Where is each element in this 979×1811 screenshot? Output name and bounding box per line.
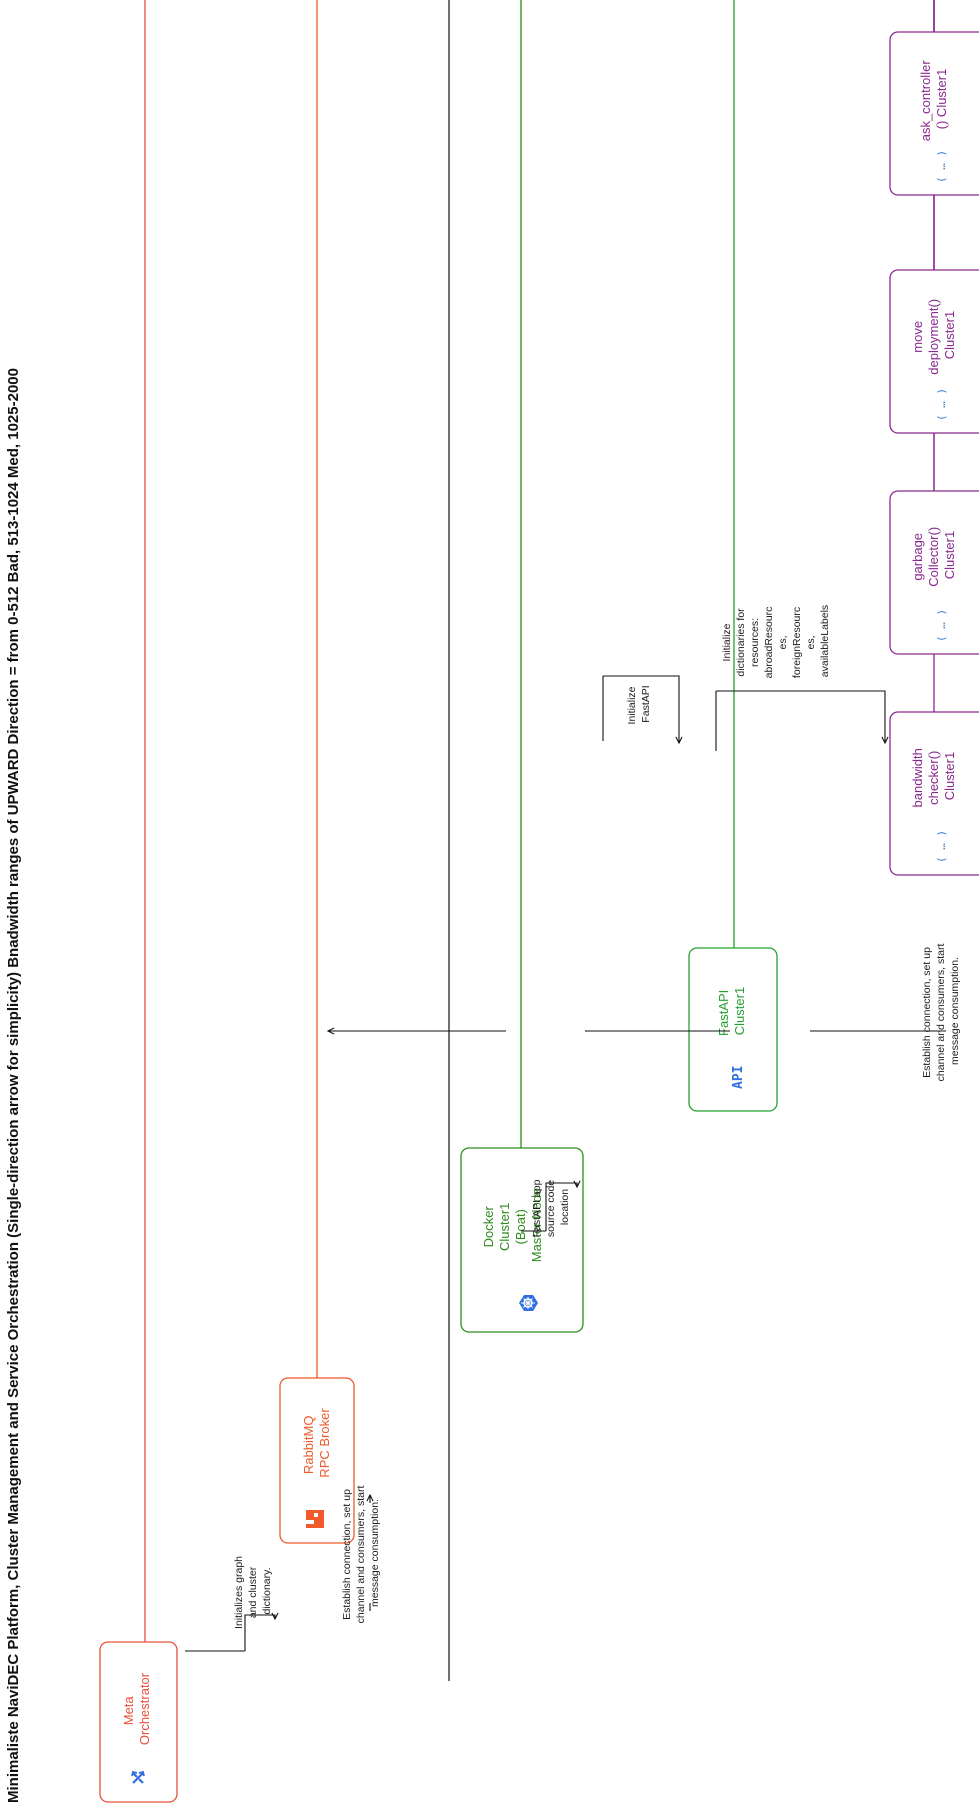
svg-text:FastAPI Cluster1: FastAPI Cluster1 [716, 986, 747, 1036]
note-line: location [559, 1189, 571, 1225]
svg-text:Establish connection, set up: Establish connection, set up channel and… [341, 1483, 381, 1624]
rabbitmq-icon [306, 1510, 324, 1528]
note-line: Establish connection, set up [921, 947, 933, 1078]
note-line: channel and consumers, start [935, 944, 947, 1082]
self-message-fastapi-source: FastAPI app source code location [521, 1177, 577, 1238]
participant-label-line: Meta [121, 1696, 136, 1726]
participant-label-line: Master Node [529, 1188, 544, 1262]
participant-garbage-collector: ( … ) garbage Collector() Cluster1 [889, 490, 979, 655]
participant-label-line: Cluster1 [942, 311, 957, 359]
participant-label-line: ask_controller [918, 60, 933, 142]
participant-docker: Docker Cluster1 (Boat) Master Node [460, 1147, 584, 1333]
note-line: foreignResourc [791, 607, 803, 678]
note-line: es, [805, 635, 817, 649]
participant-label-line: checker() [926, 751, 941, 805]
note-line: Initialize [721, 623, 733, 661]
helm-icon [519, 1295, 538, 1311]
svg-text:move deployment(): move deployment() Cluster1 [910, 295, 957, 375]
participant-label-line: Cluster1 [942, 531, 957, 579]
svg-text:Meta Orchestrator: Meta Orchestrator [121, 1672, 152, 1745]
svg-text:FastAPI app source cod: FastAPI app source code location [531, 1177, 571, 1238]
note-line: Initializes graph [233, 1556, 245, 1629]
participant-label-line: Cluster1 [497, 1203, 512, 1251]
participant-rabbitmq: RabbitMQ RPC Broker [279, 1377, 355, 1544]
participant-label-line: deployment() [926, 299, 941, 375]
note-line: dictionary. [261, 1567, 273, 1614]
participant-label-line: bandwidth [910, 748, 925, 807]
participant-label-line: FastAPI [716, 990, 731, 1036]
function-icon: ( … ) [935, 150, 948, 183]
svg-text:Establish connection, set up: Establish connection, set up channel and… [921, 941, 961, 1082]
message-establish-connection-2: Establish connection, set up channel and… [328, 941, 961, 1082]
participant-ask-controller: ( … ) ask_controller () Cluster1 [889, 31, 979, 196]
note-line: es, [777, 635, 789, 649]
note-line: message consumption. [949, 957, 961, 1065]
participant-label-line: move [910, 321, 925, 353]
svg-text:RabbitMQ RPC Broker: RabbitMQ RPC Broker [301, 1408, 332, 1478]
self-message-init-dictionaries: Initialize dictionaries for resources: a… [715, 604, 885, 751]
participant-label-line: RPC Broker [317, 1408, 332, 1478]
participant-label-line: Collector() [926, 527, 941, 587]
participant-move-deployment: ( … ) move deployment() Cluster1 [889, 269, 979, 434]
note-line: dictionaries for [735, 608, 747, 677]
diagram-title: Minimaliste NaviDEC Platform, Cluster Ma… [5, 368, 22, 1803]
participant-meta-orchestrator: Meta Orchestrator [99, 1641, 178, 1803]
note-line: Initialize [626, 686, 638, 724]
participant-label-line: () Cluster1 [934, 69, 949, 130]
self-message-init-graph: Initializes graph and cluster dictionary… [185, 1553, 275, 1652]
note-line: message consumption. [369, 1499, 381, 1607]
participant-label-line: Cluster1 [732, 987, 747, 1035]
participant-label-line: RabbitMQ [301, 1416, 316, 1475]
participant-label-line: (Boat) [513, 1209, 528, 1244]
note-line: resources: [749, 618, 761, 667]
function-icon: ( … ) [935, 830, 948, 863]
svg-text:Docker Cluster1: Docker Cluster1 (Boat) Master Node [481, 1188, 544, 1262]
note-line: FastAPI app [531, 1179, 543, 1237]
svg-text:Initialize FastAPI: Initialize FastAPI [626, 684, 652, 725]
note-line: availableLabels [819, 605, 831, 677]
note-line: abroadResourc [763, 607, 775, 679]
svg-text:Initializes graph and: Initializes graph and cluster dictionary… [233, 1553, 273, 1629]
note-line: and cluster [247, 1566, 259, 1618]
participant-label-line: garbage [910, 533, 925, 581]
note-line: FastAPI [640, 685, 652, 722]
svg-text:garbage Collector(): garbage Collector() Cluster1 [910, 523, 957, 587]
note-line: Establish connection, set up [341, 1489, 353, 1620]
participant-label-line: Cluster1 [942, 752, 957, 800]
participant-fastapi: API FastAPI Cluster1 [688, 947, 778, 1112]
svg-text:bandwidth checker(): bandwidth checker() Cluster1 [910, 745, 957, 808]
participant-label-line: Docker [481, 1206, 496, 1248]
participant-label-line: Orchestrator [137, 1672, 152, 1745]
self-message-init-fastapi: Initialize FastAPI [602, 675, 679, 743]
api-icon: API [731, 1066, 746, 1089]
function-icon: ( … ) [935, 388, 948, 421]
svg-text:Initialize dictionarie: Initialize dictionaries for resources: a… [721, 604, 831, 679]
shuffle-icon [131, 1770, 145, 1784]
participant-bandwidth-checker: ( … ) bandwidth checker() Cluster1 [889, 711, 979, 876]
function-icon: ( … ) [935, 609, 948, 642]
svg-text:ask_controller () Clus: ask_controller () Cluster1 [918, 57, 949, 142]
note-line: source code [545, 1180, 557, 1237]
note-line: channel and consumers, start [355, 1486, 367, 1624]
message-establish-connection-1: Establish connection, set up channel and… [341, 1483, 381, 1624]
